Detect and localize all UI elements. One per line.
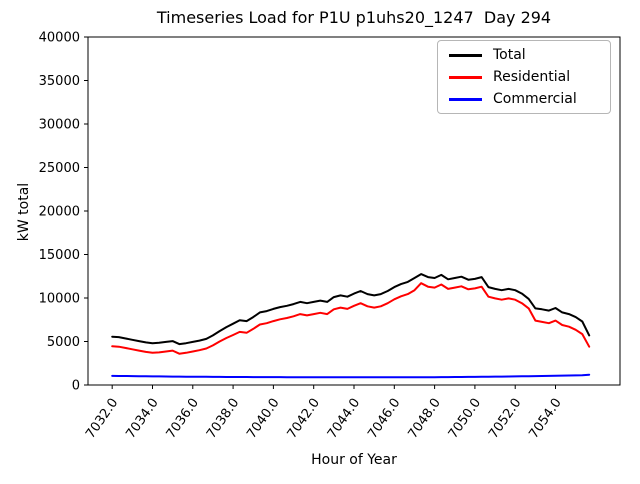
x-tick-label: 7048.0 <box>405 396 443 442</box>
x-tick-label: 7040.0 <box>244 396 282 442</box>
legend-label: Commercial <box>493 91 577 107</box>
legend-label: Residential <box>493 69 571 85</box>
y-tick-label: 0 <box>72 379 80 394</box>
x-tick-label: 7038.0 <box>204 396 242 442</box>
x-tick-label: 7036.0 <box>164 396 202 442</box>
commercial-line <box>111 373 591 379</box>
x-axis-label: Hour of Year <box>311 452 397 468</box>
x-tick-label: 7044.0 <box>325 396 363 442</box>
plot-border <box>87 36 621 386</box>
x-tick-label: 7054.0 <box>526 396 564 442</box>
y-tick-label: 10000 <box>39 292 80 307</box>
legend-entry-commercial: Commercial <box>438 92 610 106</box>
total-legend-line-icon <box>449 53 482 57</box>
y-tick-label: 30000 <box>39 118 80 133</box>
y-tick-label: 20000 <box>39 205 80 220</box>
chart-title: Timeseries Load for P1U p1uhs20_1247 Day… <box>156 8 552 27</box>
residential-legend-line-icon <box>449 75 482 79</box>
total-line <box>111 273 591 346</box>
y-tick-label: 25000 <box>39 161 80 176</box>
x-tick-label: 7042.0 <box>285 396 323 442</box>
x-tick-label: 7046.0 <box>365 396 403 442</box>
legend: Total Residential Commercial <box>437 40 611 114</box>
y-tick-label: 35000 <box>39 74 80 89</box>
y-tick-label: 15000 <box>39 248 80 263</box>
legend-entry-total: Total <box>438 48 610 62</box>
x-tick-label: 7034.0 <box>123 396 161 442</box>
commercial-legend-line-icon <box>449 97 482 101</box>
y-axis-label: kW total <box>16 182 32 242</box>
x-tick-label: 7052.0 <box>486 396 524 442</box>
legend-label: Total <box>493 47 526 63</box>
y-tick-label: 5000 <box>47 335 80 350</box>
y-tick-label: 40000 <box>39 31 80 46</box>
x-tick-label: 7032.0 <box>83 396 121 442</box>
legend-entry-residential: Residential <box>438 70 610 84</box>
x-tick-label: 7050.0 <box>446 396 484 442</box>
residential-line <box>111 282 591 355</box>
